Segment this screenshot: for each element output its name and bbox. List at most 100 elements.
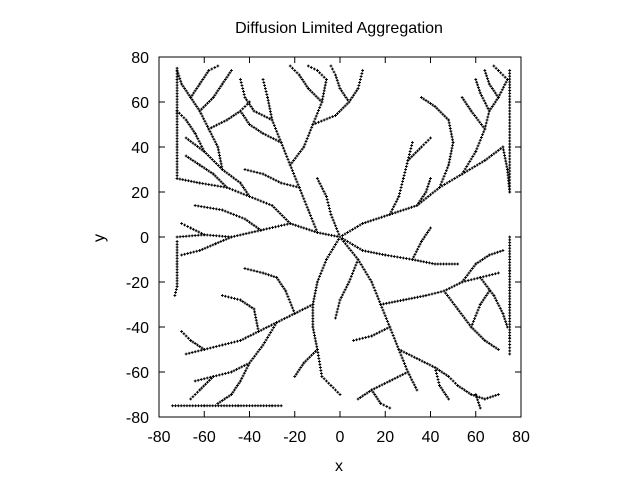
aggregate-point bbox=[380, 383, 384, 387]
aggregate-point bbox=[225, 396, 229, 399]
aggregate-point bbox=[380, 329, 384, 333]
aggregate-point bbox=[346, 240, 349, 243]
aggregate-point bbox=[241, 374, 245, 378]
aggregate-point bbox=[245, 190, 248, 194]
aggregate-point bbox=[388, 379, 392, 383]
aggregate-point bbox=[267, 273, 270, 277]
aggregate-point bbox=[364, 270, 368, 274]
aggregate-point bbox=[438, 186, 441, 189]
aggregate-point bbox=[418, 147, 421, 151]
aggregate-point bbox=[355, 260, 359, 264]
aggregate-point bbox=[314, 350, 317, 353]
aggregate-point bbox=[493, 296, 497, 300]
aggregate-point bbox=[407, 206, 411, 210]
aggregate-point bbox=[256, 404, 260, 408]
aggregate-point bbox=[259, 199, 263, 203]
aggregate-point bbox=[372, 387, 376, 391]
aggregate-point bbox=[211, 172, 215, 176]
aggregate-point bbox=[325, 195, 328, 198]
aggregate-point bbox=[315, 280, 319, 284]
aggregate-point bbox=[315, 69, 319, 72]
aggregate-point bbox=[318, 366, 322, 369]
aggregate-point bbox=[196, 343, 199, 347]
aggregate-point bbox=[216, 89, 220, 93]
aggregate-point bbox=[173, 294, 177, 297]
aggregate-point bbox=[306, 208, 310, 212]
aggregate-point bbox=[347, 100, 351, 104]
aggregate-point bbox=[200, 386, 204, 390]
aggregate-point bbox=[462, 278, 466, 282]
aggregate-point bbox=[260, 113, 264, 117]
aggregate-point bbox=[474, 116, 478, 120]
aggregate-point bbox=[440, 180, 444, 184]
aggregate-point bbox=[198, 146, 202, 150]
aggregate-point bbox=[211, 207, 215, 210]
aggregate-point bbox=[508, 109, 512, 113]
aggregate-point bbox=[256, 324, 259, 328]
aggregate-point bbox=[319, 103, 323, 107]
aggregate-point bbox=[508, 172, 512, 176]
aggregate-point bbox=[282, 223, 286, 227]
aggregate-point bbox=[244, 336, 248, 340]
aggregate-point bbox=[175, 174, 179, 178]
aggregate-point bbox=[334, 388, 337, 392]
aggregate-point bbox=[175, 94, 179, 98]
aggregate-point bbox=[483, 127, 487, 131]
aggregate-point bbox=[397, 348, 401, 351]
aggregate-point bbox=[187, 336, 190, 340]
aggregate-point bbox=[426, 138, 430, 142]
aggregate-point bbox=[474, 314, 478, 318]
aggregate-point bbox=[365, 391, 369, 395]
aggregate-point bbox=[415, 388, 419, 392]
aggregate-point bbox=[409, 147, 413, 150]
aggregate-point bbox=[245, 118, 248, 122]
aggregate-point bbox=[364, 249, 367, 253]
aggregate-point bbox=[390, 300, 394, 304]
aggregate-point bbox=[363, 221, 367, 224]
aggregate-point bbox=[336, 307, 340, 311]
aggregate-point bbox=[312, 300, 315, 304]
aggregate-point bbox=[356, 397, 360, 401]
aggregate-point bbox=[219, 185, 223, 188]
aggregate-point bbox=[295, 71, 299, 75]
aggregate-point bbox=[463, 100, 467, 104]
aggregate-point bbox=[334, 224, 337, 228]
aggregate-point bbox=[508, 325, 512, 329]
aggregate-point bbox=[483, 282, 487, 286]
aggregate-point bbox=[468, 323, 471, 327]
aggregate-point bbox=[214, 242, 217, 246]
aggregate-point bbox=[423, 360, 427, 364]
aggregate-point bbox=[206, 101, 209, 105]
aggregate-point bbox=[175, 117, 179, 121]
aggregate-point bbox=[321, 232, 325, 236]
aggregate-point bbox=[448, 157, 452, 161]
aggregate-point bbox=[295, 154, 299, 158]
aggregate-point bbox=[479, 335, 483, 339]
aggregate-point bbox=[322, 118, 326, 122]
aggregate-point bbox=[424, 141, 428, 144]
aggregate-point bbox=[201, 147, 205, 151]
aggregate-point bbox=[280, 143, 284, 147]
aggregate-point bbox=[508, 336, 512, 340]
aggregate-point bbox=[317, 357, 321, 360]
aggregate-point bbox=[496, 301, 500, 305]
aggregate-point bbox=[478, 91, 482, 95]
aggregate-point bbox=[327, 233, 331, 237]
aggregate-point bbox=[334, 114, 337, 117]
aggregate-point bbox=[487, 155, 491, 159]
aggregate-point bbox=[175, 254, 179, 257]
aggregate-point bbox=[257, 227, 260, 231]
y-tick-label: -20 bbox=[126, 275, 149, 292]
aggregate-point bbox=[232, 114, 236, 117]
aggregate-point bbox=[294, 185, 298, 189]
aggregate-point bbox=[225, 171, 229, 175]
aggregate-point bbox=[458, 174, 462, 177]
aggregate-point bbox=[495, 93, 499, 97]
aggregate-point bbox=[472, 277, 476, 281]
aggregate-point bbox=[293, 375, 297, 378]
x-tick-label: -40 bbox=[238, 429, 261, 446]
aggregate-point bbox=[485, 157, 489, 161]
aggregate-point bbox=[423, 192, 426, 196]
aggregate-point bbox=[233, 388, 236, 392]
aggregate-point bbox=[503, 317, 507, 321]
